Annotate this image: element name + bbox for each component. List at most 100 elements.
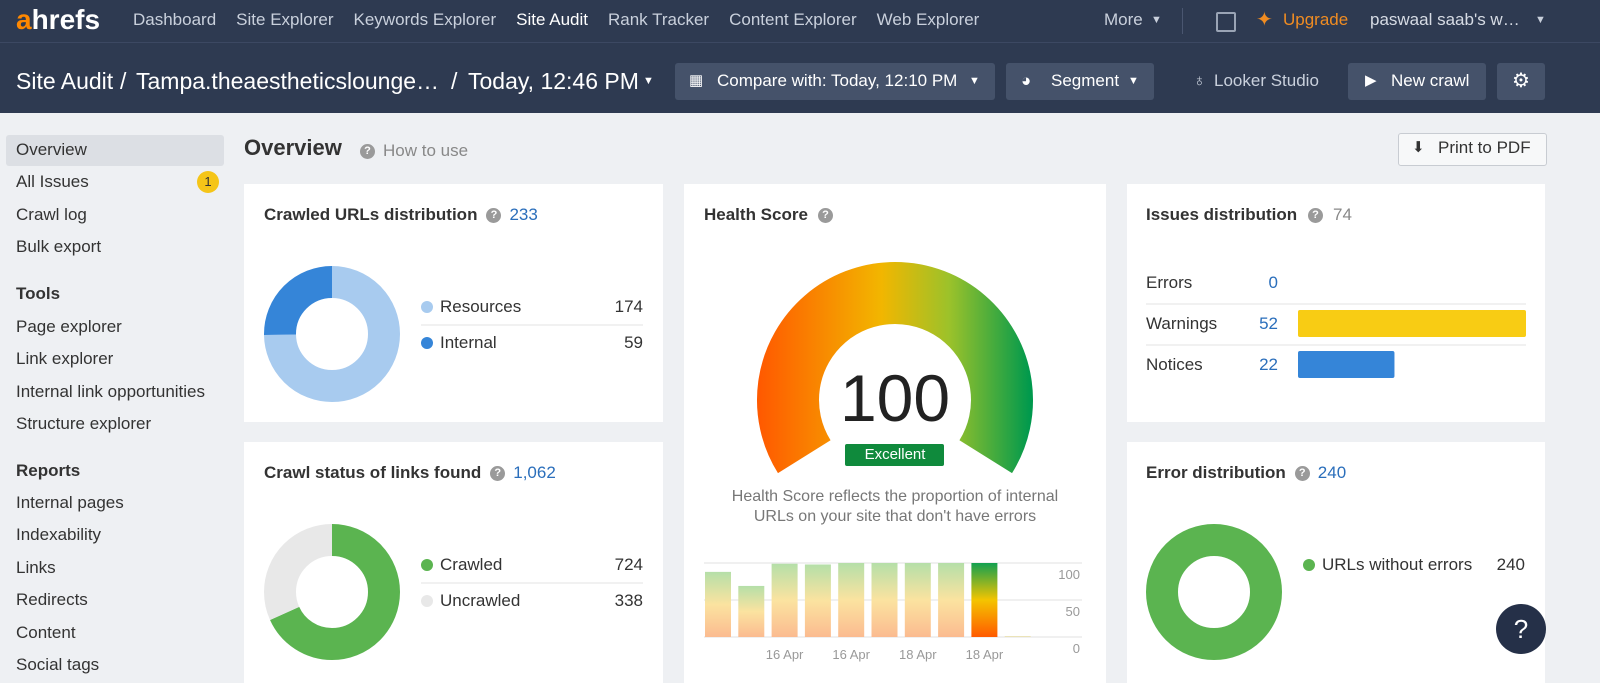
card-title: Error distribution (1146, 463, 1286, 482)
nav-link[interactable]: Rank Tracker (608, 10, 710, 29)
nav-link[interactable]: Web Explorer (876, 10, 980, 29)
caret: ▼ (643, 75, 654, 87)
nav-more[interactable]: More (1104, 10, 1143, 29)
caret: ▼ (969, 75, 980, 87)
help-icon[interactable]: ? (360, 144, 375, 159)
notifications-icon[interactable] (1216, 12, 1236, 32)
nav-link[interactable]: Dashboard (133, 10, 217, 29)
active-item (6, 135, 224, 166)
sidebar-link[interactable]: Crawl log (16, 204, 87, 224)
calendar-icon: ▦ (689, 72, 704, 89)
legend-label: Crawled (440, 555, 503, 574)
sidebar-link[interactable]: Page explorer (16, 317, 122, 336)
legend-value: 724 (614, 555, 643, 574)
logo-accent: a (16, 4, 32, 35)
nav-link[interactable]: Content Explorer (729, 10, 857, 29)
upgrade[interactable]: Upgrade (1283, 10, 1349, 29)
donut-segment (264, 524, 400, 660)
nav-link[interactable]: Site Explorer (236, 10, 334, 29)
legend-value: 174 (614, 297, 643, 316)
legend-dot (421, 595, 433, 607)
upgrade-icon: ✦ (1256, 9, 1273, 31)
donut-segment (1146, 524, 1282, 660)
print-button[interactable] (1398, 133, 1547, 166)
bar (971, 563, 998, 637)
issue-count[interactable]: 0 (1268, 273, 1278, 292)
breadcrumb[interactable]: Site Audit (16, 68, 114, 94)
legend-label: URLs without errors (1322, 555, 1473, 574)
y-tick-label: 100 (1058, 567, 1080, 582)
sidebar-heading: Reports (16, 461, 81, 480)
nav: Dashboard Site Explorer Keywords Explorer S… (133, 9, 979, 31)
issue-count[interactable]: 52 (1259, 314, 1278, 333)
total: 74 (1333, 205, 1352, 224)
help-icon[interactable]: ? (1308, 208, 1323, 223)
issue-label: Notices (1146, 355, 1203, 374)
sidebar-link[interactable]: Indexability (16, 525, 102, 545)
account[interactable]: paswaal saab's w… (1370, 10, 1520, 29)
bar (804, 564, 831, 637)
help-link[interactable]: How to use (383, 141, 469, 160)
legend-label: Uncrawled (440, 591, 521, 610)
segment: Segment (1051, 71, 1120, 90)
sidebar-link[interactable]: Overview (16, 140, 87, 159)
gauge-value (757, 262, 1033, 474)
legend-label: Internal (440, 333, 497, 352)
x-tick-label: 16 Apr (765, 647, 804, 662)
help-icon[interactable]: ? (486, 208, 502, 223)
help-icon[interactable]: ? (1294, 466, 1310, 481)
compare-button[interactable] (675, 63, 995, 100)
bar (838, 563, 865, 637)
score: 100 (839, 361, 951, 435)
total[interactable]: 233 (509, 205, 538, 224)
help-icon[interactable]: ? (490, 466, 506, 481)
nav-link[interactable]: Site Audit (516, 10, 588, 29)
sidebar-link[interactable]: Redirects (16, 590, 88, 610)
print-pdf[interactable]: Print to PDF (1438, 138, 1531, 157)
segment-icon: ◕ (1021, 71, 1032, 90)
sidebar-link[interactable]: Internal pages (16, 493, 124, 512)
settings-button[interactable]: ⚙ (1497, 63, 1545, 100)
breadcrumb[interactable]: Tampa.theaestheticslounge… (136, 68, 440, 94)
legend-value: 59 (624, 333, 643, 352)
sidebar-link[interactable]: Social tags (16, 655, 100, 674)
issue-count[interactable]: 22 (1259, 355, 1278, 374)
sidebar-link[interactable]: Structure explorer (16, 414, 152, 434)
card-title: Crawled URLs distribution (264, 205, 478, 224)
divider (1182, 8, 1183, 34)
sidebar-link[interactable]: Links (16, 557, 56, 577)
logo[interactable]: ahrefs (16, 6, 100, 34)
looker-icon: ♁ (1193, 71, 1206, 90)
x-tick-label: 18 Apr (965, 647, 1004, 662)
rating-badge (845, 444, 944, 466)
sidebar-link[interactable]: Internal link opportunities (16, 381, 206, 401)
bar (1004, 636, 1031, 637)
legend-value: 338 (614, 591, 643, 610)
compare: Compare with: Today, 12:10 PM (717, 71, 958, 90)
sidebar-link[interactable]: Link explorer (16, 349, 114, 369)
separator: / (120, 68, 127, 94)
help-icon[interactable]: ? (818, 208, 833, 223)
total[interactable]: 1,062 (513, 463, 556, 482)
new-crawl-button[interactable] (1348, 63, 1486, 100)
bar (938, 563, 965, 637)
segment-button[interactable] (1006, 63, 1154, 100)
card (1127, 184, 1545, 422)
bar (871, 563, 898, 637)
divider (0, 42, 1600, 43)
play-icon: ▶ (1365, 72, 1377, 89)
sidebar-link[interactable]: Bulk export (16, 237, 102, 257)
total[interactable]: 240 (1317, 463, 1347, 482)
y-tick-label: 0 (1072, 641, 1080, 656)
sidebar-link[interactable]: Content (16, 622, 76, 642)
y-tick-label: 50 (1065, 604, 1080, 619)
help-fab[interactable]: ? (1496, 604, 1546, 654)
nav-link[interactable]: Keywords Explorer (353, 10, 497, 29)
looker[interactable]: Looker Studio (1214, 71, 1319, 90)
issue-label: Warnings (1146, 314, 1218, 333)
card-title: Issues distribution (1146, 205, 1298, 224)
legend-dot (421, 337, 433, 349)
sidebar-link[interactable]: All Issues (16, 172, 89, 192)
breadcrumb[interactable]: Today, 12:46 PM (468, 68, 639, 94)
